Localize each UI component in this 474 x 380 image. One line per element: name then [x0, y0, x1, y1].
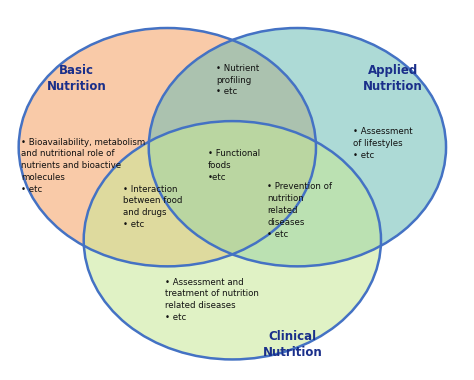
- Circle shape: [84, 121, 381, 359]
- Text: • Bioavailability, metabolism
and nutritional role of
nutrients and bioactive
mo: • Bioavailability, metabolism and nutrit…: [21, 138, 145, 194]
- Text: Basic
Nutrition: Basic Nutrition: [47, 64, 107, 92]
- Circle shape: [18, 28, 316, 266]
- Circle shape: [149, 28, 446, 266]
- Text: • Prevention of
nutrition
related
diseases
• etc: • Prevention of nutrition related diseas…: [267, 182, 332, 239]
- Text: • Assessment
of lifestyles
• etc: • Assessment of lifestyles • etc: [353, 127, 413, 160]
- Text: Clinical
Nutrition: Clinical Nutrition: [263, 330, 323, 359]
- Text: • Assessment and
treatment of nutrition
related diseases
• etc: • Assessment and treatment of nutrition …: [165, 278, 259, 322]
- Text: • Nutrient
profiling
• etc: • Nutrient profiling • etc: [216, 64, 259, 97]
- Text: • Functional
foods
•etc: • Functional foods •etc: [208, 149, 260, 182]
- Text: Applied
Nutrition: Applied Nutrition: [363, 64, 422, 92]
- Text: • Interaction
between food
and drugs
• etc: • Interaction between food and drugs • e…: [123, 185, 182, 229]
